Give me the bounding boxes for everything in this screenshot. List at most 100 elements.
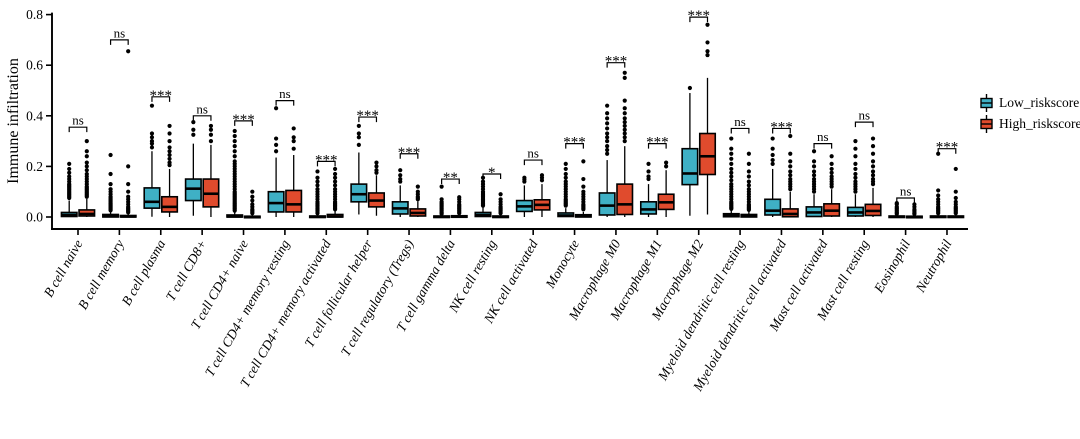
outlier-dot — [291, 126, 296, 131]
outlier-dot — [953, 199, 958, 204]
outlier-dot — [291, 139, 296, 144]
outlier-dot — [108, 171, 113, 177]
sig-label: * — [488, 165, 496, 181]
outlier-dot — [853, 175, 858, 180]
outlier-dot — [356, 123, 361, 129]
outlier-dot — [398, 176, 403, 182]
outlier-dot — [581, 189, 586, 194]
sig-label: ns — [734, 114, 746, 129]
y-tick-label: 0.0 — [26, 210, 43, 225]
outlier-dot — [315, 183, 320, 188]
outlier-dot — [232, 144, 237, 149]
x-category-label: Monocyte — [542, 237, 582, 291]
outlier-dot — [953, 189, 958, 194]
outlier-dot — [167, 149, 172, 154]
sig-bracket — [192, 115, 212, 121]
sig-label: ns — [858, 108, 870, 123]
sig-bracket — [647, 143, 667, 149]
outlier-dot — [811, 173, 817, 178]
outlier-dot — [67, 161, 72, 166]
outlier-dot — [374, 164, 379, 169]
outlier-dot — [291, 146, 296, 151]
outlier-dot — [232, 133, 237, 139]
outlier-dot — [788, 159, 793, 164]
outlier-dot — [563, 166, 568, 172]
outlier-dot — [84, 149, 89, 154]
legend-item-high-riskscore: High_riskscore — [979, 113, 1080, 134]
outlier-dot — [870, 176, 876, 182]
outlier-dot — [563, 171, 568, 177]
sig-bracket — [68, 126, 88, 133]
sig-label: *** — [646, 135, 669, 151]
outlier-dot — [149, 131, 155, 136]
outlier-dot — [853, 179, 858, 184]
outlier-dot — [746, 174, 751, 179]
sig-bracket — [151, 96, 171, 102]
outlier-dot — [315, 179, 320, 184]
sig-label: *** — [605, 54, 628, 70]
sig-label: *** — [232, 112, 255, 128]
outlier-dot — [232, 139, 237, 144]
outlier-dot — [853, 154, 858, 159]
box-low — [598, 192, 616, 216]
outlier-dot — [84, 160, 89, 165]
outlier-dot — [581, 184, 586, 189]
outlier-dot — [332, 171, 338, 177]
outlier-dot — [126, 194, 131, 199]
sig-label: *** — [936, 140, 959, 156]
outlier-dot — [232, 154, 237, 159]
outlier-dot — [729, 151, 734, 156]
sig-bracket — [482, 173, 502, 179]
box-low — [681, 147, 699, 186]
outlier-dot — [936, 188, 941, 193]
x-category-label: T cell CD8+ — [163, 237, 210, 303]
outlier-dot — [829, 170, 834, 175]
sig-bracket — [813, 143, 833, 149]
box-high — [698, 132, 717, 176]
legend: Low_riskscore High_riskscore — [979, 92, 1080, 134]
sig-bracket — [730, 127, 750, 134]
sig-label: *** — [356, 108, 379, 124]
outlier-dot — [415, 184, 420, 189]
outlier-dot — [167, 131, 172, 136]
outlier-dot — [332, 175, 338, 180]
outlier-dot — [67, 174, 72, 179]
outlier-dot — [770, 152, 775, 158]
outlier-dot — [84, 139, 89, 144]
outlier-dot — [315, 175, 320, 180]
sig-label: *** — [315, 152, 338, 168]
outlier-dot — [563, 161, 568, 166]
outlier-dot — [729, 156, 734, 161]
outlier-dot — [788, 169, 793, 174]
outlier-dot — [622, 70, 627, 75]
outlier-dot — [605, 126, 610, 131]
outlier-dot — [563, 179, 568, 184]
outlier-dot — [356, 142, 361, 147]
outlier-dot — [746, 169, 751, 174]
outlier-dot — [870, 159, 876, 164]
outlier-dot — [84, 154, 89, 159]
box-low — [764, 198, 782, 216]
outlier-dot — [274, 149, 279, 154]
outlier-dot — [439, 197, 444, 202]
outlier-dot — [315, 187, 320, 192]
outlier-dot — [374, 160, 379, 165]
outlier-dot — [936, 151, 941, 156]
outlier-dot — [356, 135, 361, 140]
outlier-dot — [232, 159, 237, 164]
sig-bracket — [896, 197, 915, 204]
outlier-dot — [332, 179, 338, 184]
outlier-dot — [853, 139, 858, 144]
outlier-dot — [622, 116, 627, 121]
x-category-label: T cell regulatory (Tregs) — [338, 237, 417, 359]
sig-label: *** — [398, 145, 421, 161]
sig-label: ns — [900, 184, 912, 199]
outlier-dot — [746, 151, 751, 156]
outlier-dot — [208, 139, 214, 144]
y-tick-label: 0.2 — [26, 159, 43, 174]
outlier-dot — [746, 161, 751, 166]
sig-bracket — [358, 116, 378, 123]
outlier-dot — [729, 136, 734, 141]
outlier-dot — [870, 169, 876, 174]
outlier-dot — [605, 111, 610, 116]
